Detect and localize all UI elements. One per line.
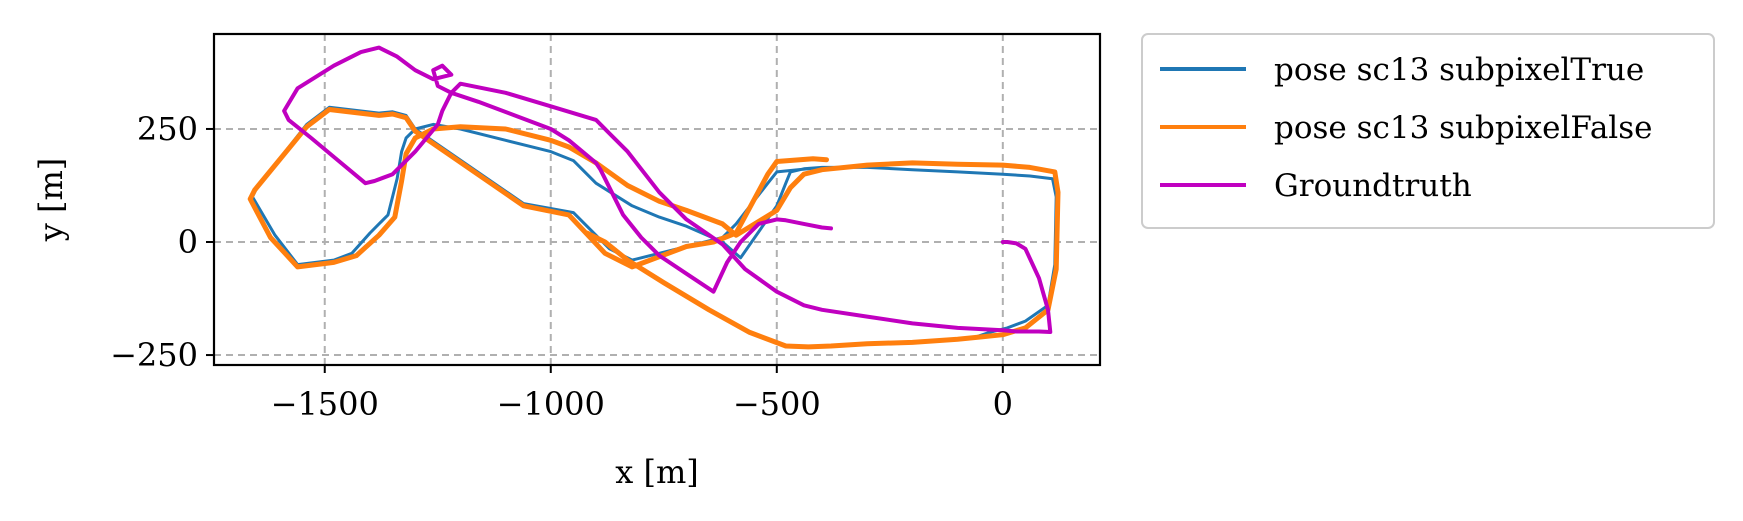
series-line-2 <box>247 107 1061 350</box>
x-tick-label: 0 <box>993 385 1013 423</box>
legend-label: pose sc13 subpixelTrue <box>1274 52 1644 88</box>
x-tick-label: −500 <box>733 385 821 423</box>
plot-frame <box>212 32 1102 367</box>
legend-label: Groundtruth <box>1274 168 1472 204</box>
axis-ticks: −1500 −1000 −500 0 −250 0 250 <box>110 110 1013 423</box>
legend: pose sc13 subpixelTrue pose sc13 subpixel… <box>1141 33 1715 229</box>
series-line-1 <box>250 105 1058 339</box>
series-line-3 <box>282 45 1053 334</box>
y-tick-label: 0 <box>178 223 198 261</box>
plot-lines <box>247 45 1061 350</box>
y-tick-label: −250 <box>110 336 198 374</box>
x-tick-label: −1500 <box>271 385 379 423</box>
legend-label: pose sc13 subpixelFalse <box>1274 110 1652 146</box>
y-axis-label: y [m] <box>32 158 70 243</box>
y-tick-label: 250 <box>137 110 198 148</box>
legend-box <box>1141 33 1715 229</box>
x-tick-label: −1000 <box>497 385 605 423</box>
x-axis-label: x [m] <box>615 453 699 491</box>
